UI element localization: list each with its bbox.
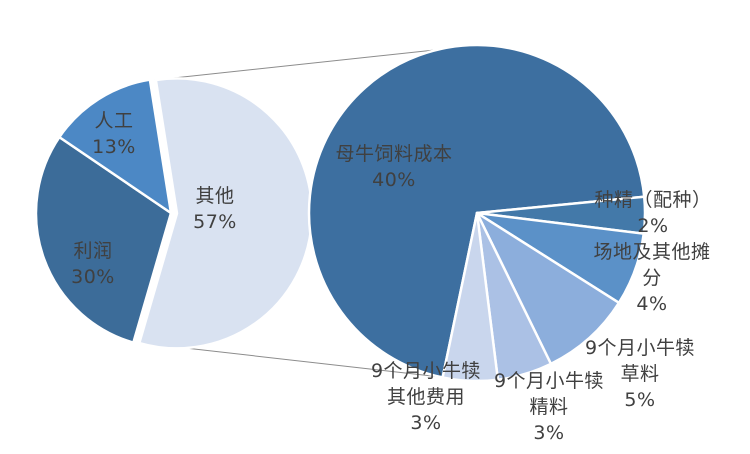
- pie-slice-cow-feed-cost: [307, 43, 646, 379]
- pie-slice-calf-other-cost-9mo: [441, 211, 500, 383]
- pie-slice-calf-forage-9mo: [475, 211, 621, 366]
- pie-slice-labor: [58, 78, 173, 215]
- connector-line-bottom: [140, 342, 477, 382]
- pie-slice-profit: [34, 135, 173, 344]
- connector-line-top: [154, 45, 473, 81]
- primary-pie: [34, 77, 314, 350]
- secondary-pie: [307, 43, 647, 383]
